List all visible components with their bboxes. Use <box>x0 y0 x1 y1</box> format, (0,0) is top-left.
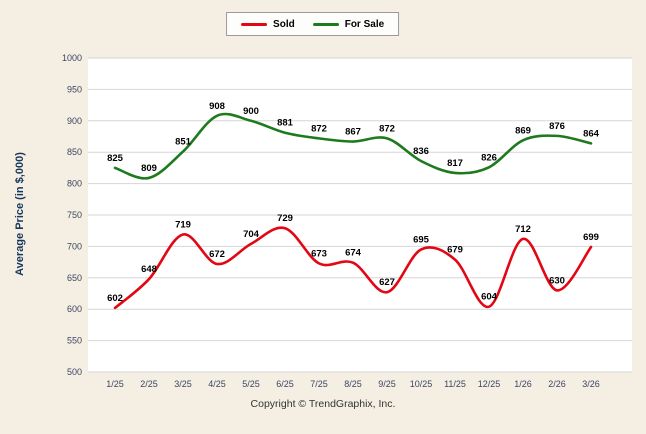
series-line-sold <box>113 226 593 310</box>
x-tick-label: 12/25 <box>478 379 501 389</box>
x-tick-label: 3/25 <box>174 379 192 389</box>
x-tick-label: 8/25 <box>344 379 362 389</box>
x-tick-label: 5/25 <box>242 379 260 389</box>
data-label: 672 <box>209 249 225 260</box>
data-label: 867 <box>345 127 361 138</box>
y-tick-label: 500 <box>67 367 82 377</box>
data-label: 900 <box>243 106 259 117</box>
data-label: 872 <box>379 123 395 134</box>
data-label: 826 <box>481 152 497 163</box>
data-label: 869 <box>515 125 531 136</box>
data-label: 719 <box>175 219 191 230</box>
data-label: 673 <box>311 248 327 259</box>
data-label: 648 <box>141 264 157 275</box>
y-tick-label: 650 <box>67 273 82 283</box>
series-line-for-sale <box>113 112 593 180</box>
data-label: 627 <box>379 277 395 288</box>
y-tick-label: 700 <box>67 241 82 251</box>
legend-label-for-sale: For Sale <box>344 18 385 30</box>
data-label: 674 <box>345 248 362 259</box>
data-label: 630 <box>549 275 565 286</box>
data-label: 712 <box>515 224 531 235</box>
y-axis-title: Average Price (in $,000) <box>14 152 26 276</box>
data-label: 704 <box>243 229 260 240</box>
data-label: 809 <box>141 163 157 174</box>
y-tick-label: 1000 <box>62 53 82 63</box>
y-tick-label: 950 <box>67 84 82 94</box>
y-tick-label: 600 <box>67 304 82 314</box>
x-tick-label: 3/26 <box>582 379 600 389</box>
data-label: 604 <box>481 292 498 303</box>
x-tick-label: 2/25 <box>140 379 158 389</box>
x-tick-label: 1/26 <box>514 379 532 389</box>
x-tick-label: 10/25 <box>410 379 433 389</box>
copyright-text: Copyright © TrendGraphix, Inc. <box>250 398 396 410</box>
data-label: 602 <box>107 293 123 304</box>
data-label: 876 <box>549 121 565 132</box>
for-sale-line-swatch <box>312 22 339 26</box>
y-tick-label: 750 <box>67 210 82 220</box>
x-tick-label: 11/25 <box>444 379 466 389</box>
legend-item-sold: Sold <box>241 19 295 30</box>
data-label: 908 <box>209 101 225 112</box>
data-label: 817 <box>447 158 463 169</box>
data-label: 729 <box>277 213 293 224</box>
data-label: 881 <box>277 118 294 129</box>
data-label: 695 <box>413 235 430 246</box>
x-tick-label: 7/25 <box>310 379 328 389</box>
x-tick-label: 4/25 <box>208 379 226 389</box>
data-label: 851 <box>175 137 192 148</box>
y-tick-label: 800 <box>67 179 82 189</box>
x-tick-label: 6/25 <box>276 379 294 389</box>
data-label: 699 <box>583 232 599 243</box>
x-tick-label: 9/25 <box>378 379 396 389</box>
data-label: 872 <box>311 123 327 134</box>
data-label: 679 <box>447 245 463 256</box>
legend-item-for-sale: For Sale <box>312 18 385 30</box>
data-label: 825 <box>107 153 124 164</box>
y-tick-label: 550 <box>67 336 82 346</box>
chart-legend: Sold For Sale <box>226 12 400 36</box>
x-tick-label: 1/25 <box>106 379 124 389</box>
y-tick-label: 900 <box>67 116 82 126</box>
y-tick-label: 850 <box>67 147 82 157</box>
x-tick-label: 2/26 <box>548 379 566 389</box>
sold-line-swatch <box>241 22 268 26</box>
data-label: 864 <box>583 128 600 139</box>
data-label: 836 <box>413 146 429 157</box>
legend-label-sold: Sold <box>273 18 295 30</box>
